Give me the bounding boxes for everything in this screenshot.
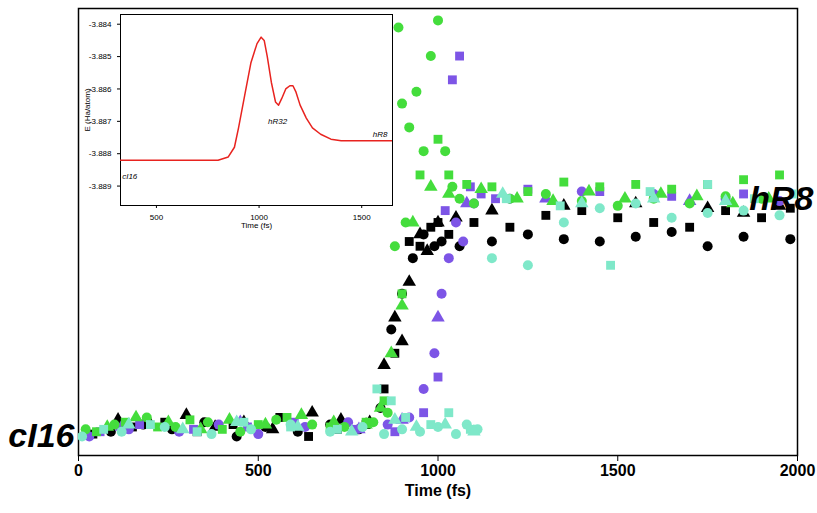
svg-text:-3.885: -3.885: [89, 52, 112, 61]
svg-text:0: 0: [74, 462, 83, 479]
svg-text:-3.887: -3.887: [89, 117, 112, 126]
svg-text:500: 500: [150, 213, 164, 222]
svg-text:1000: 1000: [420, 462, 456, 479]
svg-text:500: 500: [245, 462, 272, 479]
svg-text:2000: 2000: [780, 462, 816, 479]
svg-text:cI16: cI16: [8, 416, 75, 454]
svg-text:-3.889: -3.889: [89, 182, 112, 191]
svg-text:1500: 1500: [353, 213, 371, 222]
svg-text:hR32: hR32: [268, 117, 288, 126]
svg-text:Time (fs): Time (fs): [241, 221, 273, 230]
svg-text:1500: 1500: [600, 462, 636, 479]
svg-text:Time (fs): Time (fs): [405, 482, 471, 499]
svg-text:-3.884: -3.884: [89, 20, 112, 29]
svg-text:-3.888: -3.888: [89, 149, 112, 158]
svg-text:1000: 1000: [250, 213, 268, 223]
svg-text:cI16: cI16: [122, 172, 138, 181]
svg-text:hR8: hR8: [373, 130, 388, 139]
svg-text:-3.886: -3.886: [89, 85, 112, 94]
svg-text:E (Ha/atom): E (Ha/atom): [83, 88, 92, 131]
svg-text:hR8: hR8: [749, 179, 813, 217]
